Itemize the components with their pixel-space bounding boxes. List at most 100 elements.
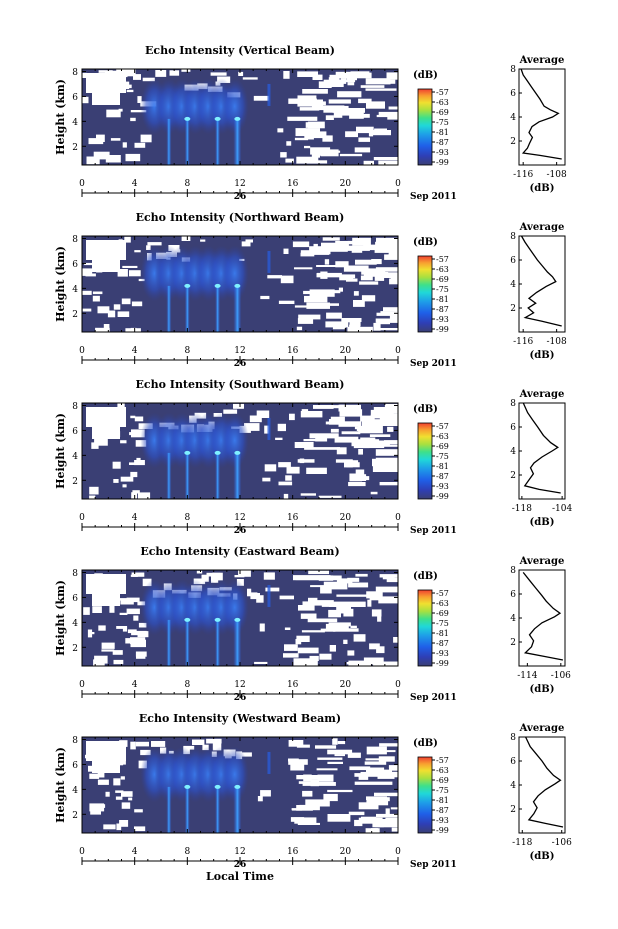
- colorbar-tick-label: -75: [436, 285, 449, 294]
- nodata-cell: [354, 781, 393, 785]
- y-tick-label: 4: [72, 452, 78, 462]
- nodata-cell: [96, 96, 106, 103]
- profile-title: Average: [519, 222, 565, 233]
- nodata-cell: [136, 457, 141, 462]
- nodata-patches: [82, 69, 398, 165]
- colorbar-tick-label: -81: [436, 128, 449, 137]
- x-tick-label: 4: [132, 680, 138, 690]
- nodata-cell: [264, 464, 277, 472]
- x-tick-label: 0: [395, 513, 401, 523]
- nodata-cell: [360, 275, 373, 281]
- nodata-cell: [277, 128, 284, 133]
- nodata-cell: [94, 655, 108, 664]
- profile-xlabel: (dB): [530, 851, 555, 862]
- nodata-cell: [315, 436, 328, 442]
- nodata-cell: [92, 291, 103, 295]
- nodata-cell: [105, 741, 119, 747]
- nodata-cell: [334, 436, 359, 443]
- y-axis-label: Height (km): [54, 747, 67, 823]
- nodata-cell: [302, 790, 313, 797]
- echo-column: [233, 619, 242, 666]
- nodata-cell: [383, 407, 398, 410]
- nodata-cell: [119, 820, 129, 827]
- profile-line: [525, 736, 564, 828]
- nodata-cell: [335, 241, 349, 247]
- profile-y-tick-label: 4: [510, 447, 516, 457]
- nodata-cell: [345, 72, 372, 79]
- nodata-cell: [358, 449, 363, 455]
- nodata-cell: [349, 766, 371, 771]
- nodata-cell: [294, 305, 318, 308]
- nodata-cell: [297, 95, 317, 101]
- nodata-cell: [103, 824, 116, 830]
- x-tick-label: 8: [184, 680, 190, 690]
- nodata-cell: [379, 574, 398, 578]
- panel-title: Echo Intensity (Eastward Beam): [140, 545, 339, 558]
- colorbar-tick-label: -75: [436, 619, 449, 628]
- nodata-cell: [356, 126, 374, 134]
- nodata-cell: [307, 602, 344, 606]
- nodata-cell: [97, 779, 109, 785]
- day-label: 26: [234, 192, 247, 202]
- nodata-cell: [296, 744, 310, 748]
- nodata-cell: [290, 762, 305, 771]
- nodata-cell: [264, 425, 270, 434]
- nodata-cell: [371, 609, 382, 617]
- colorbar: [417, 88, 433, 166]
- nodata-cell: [295, 128, 320, 137]
- nodata-cell: [343, 639, 348, 644]
- nodata-cell: [151, 741, 166, 747]
- nodata-cell: [260, 295, 270, 300]
- nodata-cell: [354, 113, 370, 118]
- nodata-cell: [98, 625, 106, 631]
- nodata-cell: [119, 740, 128, 747]
- nodata-cell: [360, 771, 389, 776]
- colorbar-tick-label: -57: [436, 422, 449, 431]
- nodata-cell: [306, 467, 327, 474]
- nodata-cell: [286, 466, 300, 474]
- nodata-cell: [333, 628, 359, 632]
- nodata-cell: [105, 155, 121, 163]
- nodata-cell: [334, 754, 345, 757]
- nodata-cell: [122, 265, 138, 268]
- colorbar-unit: (dB): [413, 738, 438, 749]
- panel-4: Echo Intensity (Westward Beam) 2 4 6 8 Height…: [54, 712, 572, 883]
- nodata-cell: [241, 241, 251, 247]
- nodata-cell: [350, 625, 357, 628]
- nodata-cell: [300, 613, 317, 619]
- nodata-cell: [82, 268, 93, 276]
- profile-x-tick-label: -108: [547, 170, 567, 180]
- nodata-cell: [352, 237, 371, 246]
- colorbar-tick-label: -63: [436, 766, 449, 775]
- nodata-cell: [286, 141, 292, 146]
- nodata-cell: [361, 420, 382, 429]
- echo-plume: [220, 746, 249, 803]
- nodata-cell: [92, 295, 100, 302]
- nodata-cell: [260, 790, 271, 797]
- nodata-cell: [296, 635, 310, 642]
- nodata-cell: [309, 246, 348, 252]
- profile-y-tick-label: 2: [510, 304, 516, 314]
- nodata-cell: [338, 421, 362, 427]
- colorbar-tick-label: -99: [436, 492, 449, 501]
- bright-band-spot: [214, 617, 221, 622]
- nodata-cell: [368, 767, 385, 776]
- x-tick-label: 20: [340, 513, 352, 523]
- profile-y-tick-label: 4: [510, 614, 516, 624]
- nodata-cell: [117, 403, 125, 409]
- nodata-cell: [353, 634, 366, 642]
- panel-title: Echo Intensity (Southward Beam): [136, 378, 345, 391]
- x-tick-label: 16: [287, 847, 299, 857]
- nodata-cell: [349, 473, 363, 482]
- nodata-cell: [373, 419, 398, 426]
- nodata-cell: [337, 91, 362, 98]
- x-tick-label: 0: [79, 346, 85, 356]
- nodata-cell: [292, 241, 310, 248]
- nodata-cell: [131, 572, 145, 577]
- nodata-cell: [137, 492, 151, 499]
- y-tick-label: 6: [72, 93, 78, 103]
- nodata-cell: [361, 816, 377, 822]
- nodata-cell: [244, 423, 260, 431]
- nodata-cell: [122, 484, 127, 488]
- colorbar-tick-label: -75: [436, 452, 449, 461]
